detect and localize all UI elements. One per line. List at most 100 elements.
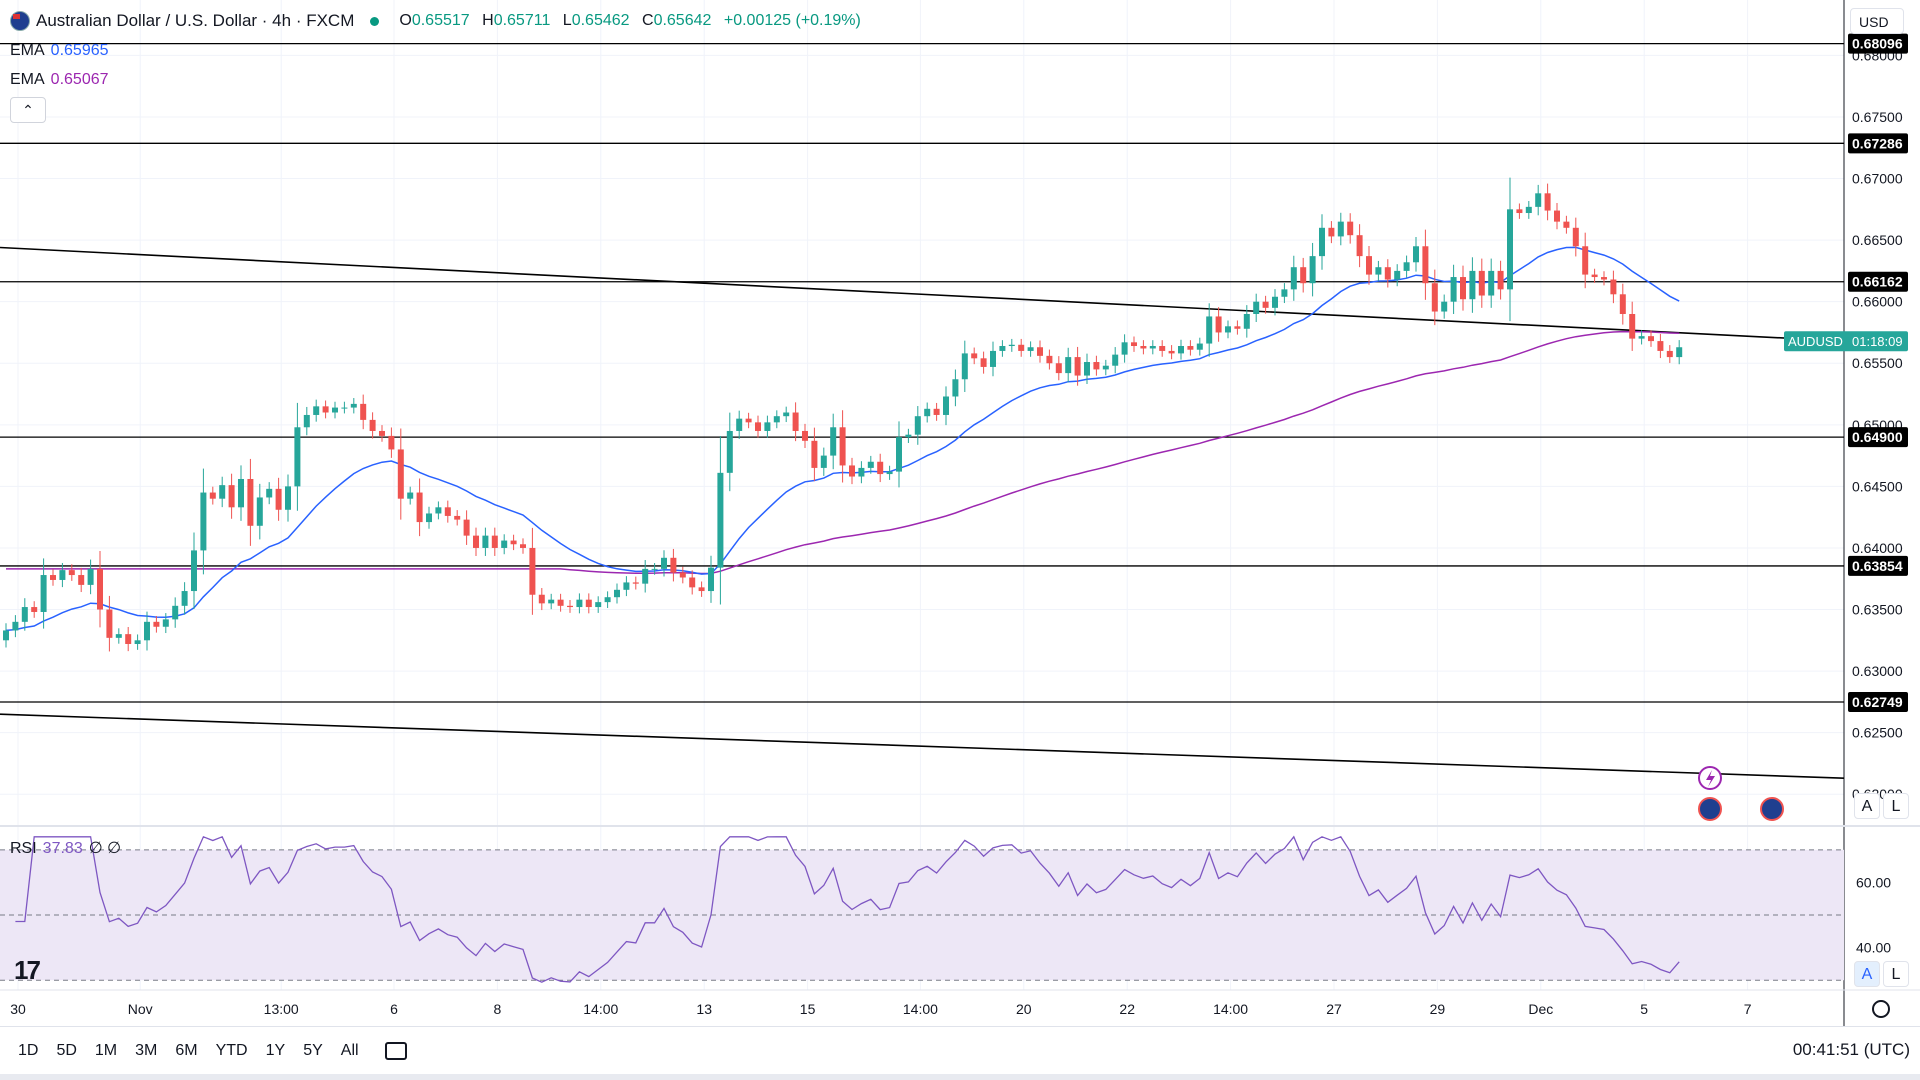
candle-body: [755, 422, 761, 431]
candle-body: [1328, 227, 1335, 237]
range-5y-button[interactable]: 5Y: [303, 1042, 323, 1059]
candle-body: [990, 350, 996, 367]
countdown-timer: 01:18:09: [1852, 334, 1903, 349]
candle-body: [1375, 267, 1382, 275]
rsi-legend[interactable]: RSI 37.83 ∅ ∅: [10, 840, 122, 857]
candle-body: [1225, 326, 1231, 333]
candle-body: [491, 535, 498, 548]
candle-body: [444, 507, 451, 516]
candle-body: [1657, 341, 1664, 351]
ema-fast-legend[interactable]: EMA 0.65965: [10, 42, 109, 59]
candle-body: [651, 568, 658, 570]
chevron-up-icon: ⌃: [22, 102, 34, 118]
candle-body: [360, 403, 367, 420]
range-6m-button[interactable]: 6M: [175, 1042, 198, 1059]
range-3m-button[interactable]: 3M: [135, 1042, 158, 1059]
candle-body: [369, 419, 376, 431]
auto-scale-button[interactable]: A: [1854, 793, 1880, 819]
candle-body: [961, 353, 968, 380]
candle-body: [1112, 354, 1119, 366]
candle-body: [1638, 336, 1645, 339]
range-all-button[interactable]: All: [340, 1042, 359, 1059]
time-tick-label: 6: [390, 1001, 398, 1017]
candle-body: [397, 449, 404, 499]
currency-selector[interactable]: USD: [1850, 8, 1904, 34]
candle-body: [576, 599, 583, 608]
candle-body: [736, 418, 743, 431]
price-tick-label: 0.63500: [1852, 602, 1903, 618]
candle-body: [1065, 357, 1072, 374]
utc-clock[interactable]: 00:41:51 (UTC): [1792, 1040, 1910, 1059]
rsi-auto-scale-button[interactable]: A: [1854, 961, 1880, 987]
log-scale-button[interactable]: L: [1883, 793, 1909, 819]
candle-body: [1055, 363, 1062, 374]
symbol-tag: AUDUSD: [1788, 334, 1843, 349]
candle-body: [1469, 270, 1476, 300]
candle-body: [1140, 346, 1147, 349]
collapse-legend-button[interactable]: ⌃: [10, 97, 46, 123]
candle-body: [1234, 326, 1241, 329]
candle-body: [933, 408, 940, 415]
level-price-tag: [1848, 271, 1908, 292]
ema-slow-legend[interactable]: EMA 0.65067: [10, 71, 109, 88]
level-price-tag-label: 0.68096: [1852, 36, 1903, 52]
candle-body: [520, 544, 526, 548]
candle-body: [407, 492, 414, 499]
range-5d-button[interactable]: 5D: [56, 1042, 77, 1059]
ohlc-values: O0.65517 H0.65711 L0.65462 C0.65642 +0.0…: [399, 12, 861, 29]
australia-news-icon: [1760, 797, 1784, 821]
range-1d-button[interactable]: 1D: [18, 1042, 39, 1059]
candle-body: [1619, 294, 1626, 314]
level-price-tag-label: 0.66162: [1852, 274, 1903, 290]
trendline: [0, 713, 1845, 780]
candle-body: [745, 418, 752, 423]
tradingview-logo-icon[interactable]: 17: [14, 955, 41, 985]
symbol-title[interactable]: Australian Dollar / U.S. Dollar · 4h · F…: [36, 11, 355, 30]
candle-body: [1149, 346, 1156, 349]
candle-body: [1309, 256, 1316, 284]
rsi-log-scale-button[interactable]: L: [1883, 961, 1909, 987]
candle-body: [1215, 316, 1222, 333]
candle-body: [1544, 193, 1551, 211]
candle-body: [830, 427, 837, 456]
candle-body: [867, 461, 874, 468]
candle-body: [341, 407, 348, 409]
candle-body: [379, 430, 385, 436]
candle-body: [548, 599, 555, 604]
candle-body: [905, 434, 912, 438]
candle-body: [896, 437, 902, 472]
candle-body: [820, 455, 827, 468]
candle-body: [802, 430, 808, 441]
price-scale: 0.680000.675000.670000.665000.660000.655…: [1784, 33, 1908, 802]
candle-body: [1554, 210, 1560, 222]
range-1m-button[interactable]: 1M: [94, 1042, 118, 1059]
candle-body: [595, 602, 602, 608]
candle-body: [980, 358, 987, 367]
candle-body: [670, 557, 677, 573]
candles: [3, 177, 1683, 652]
candle-body: [1525, 206, 1532, 214]
candle-body: [538, 594, 545, 604]
candle-body: [642, 568, 649, 584]
high-value: 0.65711: [493, 12, 551, 29]
candle-body: [12, 621, 19, 631]
candle-body: [115, 634, 122, 638]
candle-body: [811, 440, 818, 468]
candle-body: [1272, 296, 1278, 308]
candle-body: [1450, 277, 1457, 302]
candle-body: [1102, 365, 1109, 370]
candle-body: [849, 465, 855, 477]
settings-gear-icon[interactable]: [1872, 1000, 1890, 1018]
time-tick-label: 13: [696, 1001, 712, 1017]
candle-body: [623, 582, 630, 590]
candle-body: [1601, 277, 1607, 280]
calendar-icon[interactable]: [384, 1042, 407, 1060]
candle-body: [783, 412, 790, 417]
candle-body: [1121, 342, 1128, 355]
lightning-glyph: [1706, 770, 1715, 787]
range-1y-button[interactable]: 1Y: [265, 1042, 286, 1059]
candle-body: [764, 422, 771, 431]
candle-body: [971, 353, 978, 359]
range-ytd-button[interactable]: YTD: [215, 1042, 248, 1059]
